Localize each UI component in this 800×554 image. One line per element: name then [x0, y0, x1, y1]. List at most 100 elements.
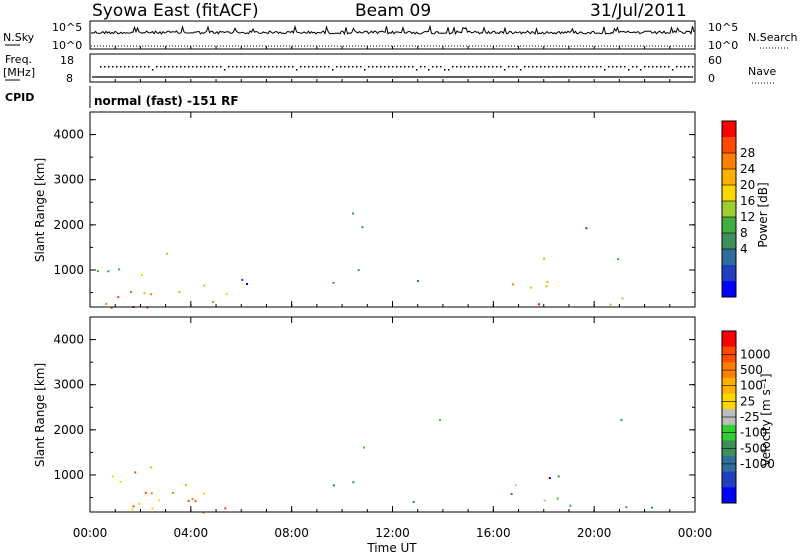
freq-dot: [104, 66, 106, 68]
freq-dot: [656, 66, 658, 68]
freq-dot: [316, 66, 318, 68]
colorbar-swatch: [722, 153, 736, 170]
nsearch-tick-bottom: 10^0: [708, 39, 738, 52]
range-time-cell: [138, 502, 141, 505]
range-time-cell: [151, 507, 154, 510]
colorbar-tick-label: 16: [740, 194, 755, 208]
freq-dot: [568, 66, 570, 68]
range-time-cell: [246, 283, 248, 285]
freq-dot: [528, 66, 530, 68]
plot-title: Syowa East (fitACF): [92, 1, 259, 21]
freq-dot: [540, 66, 542, 68]
range-time-cell: [224, 507, 227, 510]
freq-dot: [508, 66, 510, 68]
freq-dot: [212, 66, 214, 68]
freq-dot: [428, 69, 430, 71]
freq-dot: [604, 69, 606, 71]
freq-dot: [612, 66, 614, 68]
nsearch-label: N.Search: [748, 31, 798, 44]
freq-label-2: [MHz]: [3, 66, 35, 79]
x-tick-label: 04:00: [174, 526, 209, 540]
x-tick-label: 16:00: [476, 526, 511, 540]
x-tick-label: 08:00: [274, 526, 309, 540]
colorbar-tick-label: -25: [740, 410, 760, 424]
freq-dot: [572, 66, 574, 68]
freq-dot: [420, 66, 422, 68]
nsky-trace: [90, 24, 695, 47]
freq-dot: [176, 66, 178, 68]
freq-dot: [652, 66, 654, 68]
freq-dot: [256, 66, 258, 68]
freq-dot: [684, 66, 686, 68]
colorbar-swatch: [722, 471, 736, 488]
freq-dot: [264, 66, 266, 68]
freq-dot: [464, 66, 466, 68]
velocity-panel: [89, 316, 696, 513]
y-tick-label: 2000: [53, 218, 84, 232]
freq-dot: [548, 66, 550, 68]
freq-dot: [600, 66, 602, 68]
range-time-cell: [621, 297, 624, 300]
y-tick-label: 1000: [53, 263, 84, 277]
freq-dot: [100, 66, 102, 68]
power-colorbar-label: Power [dB]: [756, 182, 770, 247]
nave-tick-bottom: 0: [708, 72, 715, 85]
freq-dot: [284, 66, 286, 68]
range-time-cell: [203, 284, 206, 287]
cpid-label: CPID: [5, 91, 34, 104]
range-time-cell: [203, 492, 205, 495]
range-time-cell: [625, 506, 628, 509]
range-time-cell: [352, 212, 355, 215]
nave-label: Nave: [748, 65, 776, 78]
range-time-cell: [111, 475, 114, 478]
colorbar-swatch: [722, 281, 736, 298]
freq-dot: [396, 66, 398, 68]
freq-dot: [368, 66, 370, 68]
freq-dot: [180, 66, 182, 68]
freq-dot: [680, 66, 682, 68]
freq-dot: [128, 66, 130, 68]
range-time-cell: [241, 278, 244, 281]
colorbar-swatch: [722, 137, 736, 154]
freq-dot: [164, 66, 166, 68]
freq-dot: [488, 66, 490, 68]
colorbar-tick-label: -500: [740, 441, 767, 455]
range-time-cell: [172, 491, 175, 494]
range-time-cell: [609, 303, 612, 306]
freq-dot: [484, 66, 486, 68]
freq-dot: [304, 66, 306, 68]
range-time-cell: [202, 511, 205, 514]
freq-dot: [372, 66, 374, 68]
power-panel: [89, 111, 696, 308]
range-time-cell: [149, 466, 152, 469]
freq-dot: [168, 66, 170, 68]
freq-dot: [392, 66, 394, 68]
y-tick-label: 4000: [53, 128, 84, 142]
freq-dot: [472, 66, 474, 68]
range-time-cell: [514, 484, 517, 487]
range-time-cell: [361, 226, 364, 229]
freq-dot: [692, 66, 694, 68]
range-time-cell: [556, 497, 559, 500]
power-ylabel: Slant Range [km]: [33, 158, 47, 262]
colorbar-tick-label: 4: [740, 242, 748, 256]
freq-dot: [252, 66, 254, 68]
range-time-cell: [131, 508, 134, 511]
freq-dot: [208, 66, 210, 68]
freq-dot: [344, 66, 346, 68]
y-tick-label: 2000: [53, 423, 84, 437]
freq-dot: [308, 66, 310, 68]
freq-dot: [624, 66, 626, 68]
freq-dot: [560, 66, 562, 68]
time-axis: 00:00 04:00 08:00 12:00 16:00 20:00 00:00: [73, 46, 712, 540]
freq-dot: [288, 66, 290, 68]
range-time-cell: [132, 505, 135, 508]
date-label: 31/Jul/2011: [590, 1, 687, 21]
freq-dot: [224, 69, 226, 71]
freq-dot: [672, 69, 674, 71]
range-time-cell: [107, 270, 110, 273]
range-time-cell: [191, 497, 194, 500]
y-tick-label: 1000: [53, 468, 84, 482]
colorbar-swatch: [722, 487, 736, 504]
